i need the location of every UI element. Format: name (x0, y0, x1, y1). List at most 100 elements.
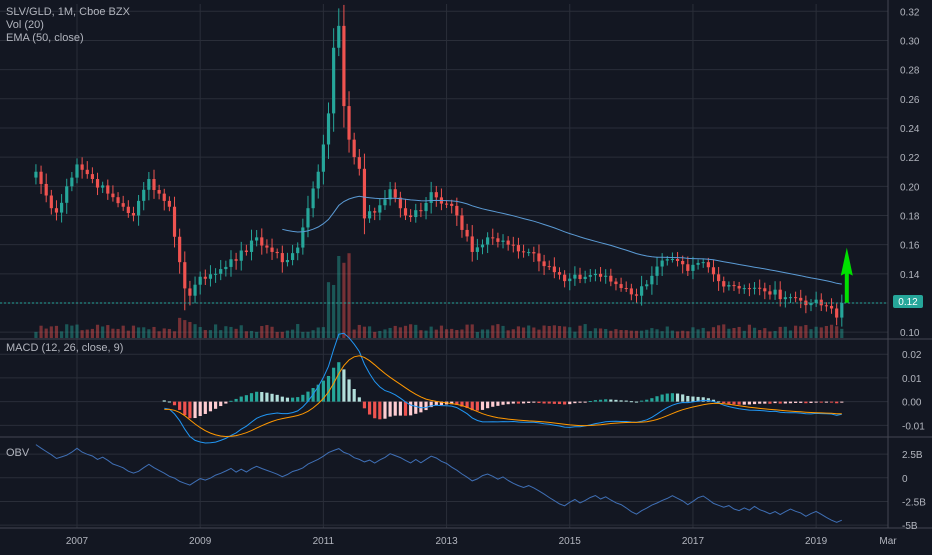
volume-bar (640, 330, 644, 338)
macd-histogram-bar (470, 401, 474, 411)
volume-bar (521, 327, 526, 338)
macd-histogram-bar (167, 401, 171, 403)
price-tick-label: 0.24 (900, 124, 920, 135)
volume-bar (475, 331, 479, 338)
macd-histogram-bar (609, 399, 613, 402)
volume-bar (39, 325, 43, 338)
volume-bar (306, 331, 310, 338)
candle-body (516, 245, 521, 252)
volume-bar (403, 325, 408, 338)
macd-histogram-bar (670, 393, 675, 402)
candle-body (706, 262, 710, 268)
macd-line (164, 332, 842, 444)
volume-bar (398, 327, 402, 338)
macd-histogram-bar (521, 401, 526, 404)
volume-bar (814, 326, 818, 338)
macd-histogram-bar (419, 401, 423, 413)
candle-body (686, 264, 690, 271)
macd-histogram-bar (783, 401, 787, 404)
macd-histogram-bar (824, 401, 828, 403)
macd-histogram-bar (388, 401, 392, 417)
volume-bar (614, 329, 618, 338)
candle-body (752, 287, 757, 289)
volume-bar (696, 329, 700, 338)
candle-body (624, 288, 628, 290)
volume-bar (732, 327, 736, 338)
candle-body (460, 215, 464, 230)
volume-bar (162, 328, 166, 338)
volume-bar (60, 331, 64, 338)
candle-body (578, 274, 582, 280)
macd-histogram-bar (532, 401, 536, 403)
price-tick-label: 0.22 (900, 153, 920, 164)
volume-bar (557, 326, 562, 338)
candle-body (768, 291, 772, 295)
volume-bar (142, 327, 146, 338)
candle-body (455, 205, 459, 216)
candle-body (588, 275, 592, 277)
macd-histogram-bar (172, 401, 177, 406)
volume-bar (496, 324, 500, 338)
volume-bar (106, 325, 110, 338)
candle-body (352, 139, 356, 158)
candle-body (255, 237, 259, 241)
volume-bar (224, 326, 228, 338)
volume-bar (347, 253, 351, 338)
candle-body (778, 289, 782, 300)
volume-bar (501, 325, 505, 338)
volume-bar (419, 330, 423, 338)
candle-body (224, 266, 228, 270)
volume-bar (301, 331, 305, 338)
macd-histogram-bar (450, 401, 454, 405)
macd-histogram-bar (537, 401, 541, 404)
candle-body (239, 250, 243, 261)
candle-body (203, 276, 207, 279)
volume-bar (75, 324, 79, 338)
candle-body (788, 297, 793, 299)
candle-body (260, 237, 264, 246)
volume-bar (655, 329, 659, 338)
volume-bar (178, 317, 182, 338)
volume-bar (424, 330, 428, 338)
volume-bar (763, 328, 767, 338)
volume-bar (532, 327, 536, 338)
volume-bar (270, 326, 274, 338)
volume-bar (583, 324, 587, 338)
legend-volume: Vol (20) (6, 19, 44, 31)
volume-bar (290, 329, 295, 338)
macd-histogram-bar (835, 401, 839, 404)
price-tick-label: 0.32 (900, 7, 920, 18)
candle-body (367, 211, 372, 219)
macd-histogram-bar (732, 401, 736, 405)
macd-histogram-bar (234, 398, 238, 402)
candle-body (794, 297, 798, 299)
obv-tick-label: -2.5B (902, 497, 926, 508)
candle-body (480, 244, 485, 248)
candle-body (49, 195, 53, 209)
candle-body (829, 305, 834, 309)
macd-histogram-bar (686, 395, 690, 402)
price-tick-label: 0.16 (900, 241, 920, 252)
volume-bar (686, 331, 690, 338)
macd-histogram-bar (583, 401, 587, 403)
macd-histogram-bar (547, 401, 551, 404)
candle-body (393, 189, 397, 198)
volume-bar (229, 326, 233, 338)
macd-histogram-bar (747, 401, 752, 405)
candle-body (532, 252, 536, 254)
volume-bar (90, 328, 94, 338)
volume-bar (593, 328, 598, 338)
volume-bar (275, 331, 279, 338)
candle-body (39, 171, 43, 184)
macd-histogram-bar (511, 401, 515, 404)
macd-histogram-bar (675, 393, 680, 402)
candle-body (573, 274, 577, 279)
volume-bar (434, 329, 438, 338)
macd-histogram-bar (208, 401, 213, 412)
macd-histogram-bar (773, 401, 777, 404)
volume-bar (193, 324, 197, 338)
candle-body (450, 203, 454, 206)
macd-histogram-bar (203, 401, 207, 414)
